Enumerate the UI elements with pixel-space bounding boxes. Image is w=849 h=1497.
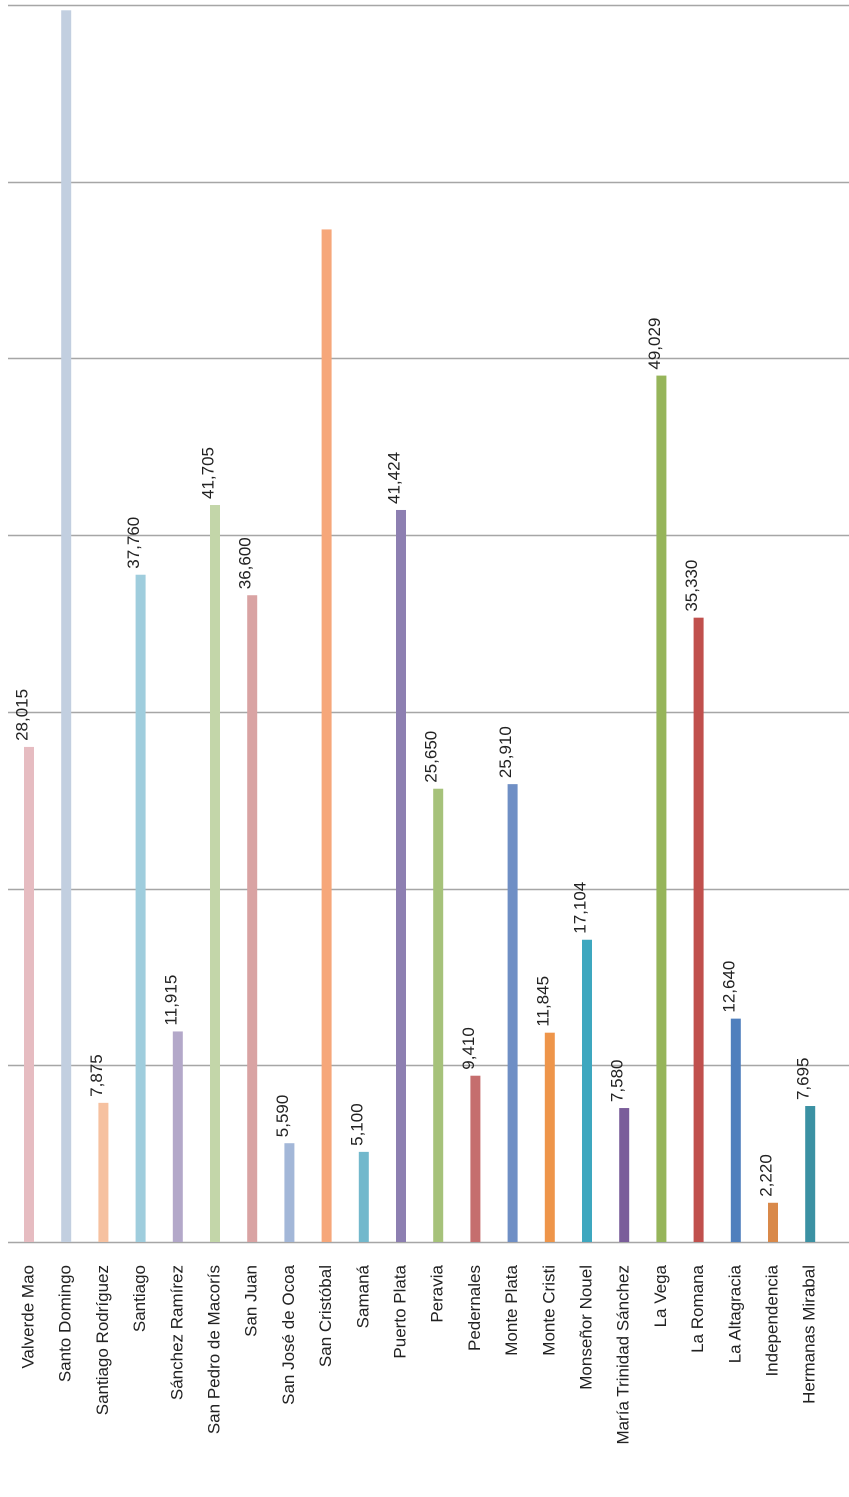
data-label: 9,410 — [459, 1027, 478, 1070]
category-label: La Vega — [651, 1264, 670, 1327]
category-label: Santo Domingo — [56, 1265, 75, 1382]
data-label: 11,845 — [533, 976, 552, 1027]
category-label: San Cristóbal — [316, 1265, 335, 1367]
category-label: Santiago — [130, 1265, 149, 1332]
category-labels: Valverde Mao Santo Domingo Santiago Rodríg… — [18, 1264, 818, 1444]
category-label: San Pedro de Macorís — [204, 1265, 223, 1434]
bar — [135, 574, 146, 1242]
data-label: 35,330 — [682, 560, 701, 612]
category-label: Monte Plata — [502, 1264, 521, 1355]
gridlines — [8, 4, 849, 1244]
data-label: 41,424 — [384, 452, 403, 504]
category-label: San Juan — [242, 1265, 261, 1337]
data-label: 11,915 — [161, 975, 180, 1026]
bar — [358, 1151, 369, 1242]
data-label: 25,910 — [496, 726, 515, 778]
bar — [619, 1108, 630, 1242]
category-label: Santiago Rodríguez — [93, 1265, 112, 1415]
data-label: 2,220 — [756, 1154, 775, 1197]
bar — [582, 939, 592, 1242]
bar — [61, 10, 72, 1243]
bar — [693, 617, 704, 1242]
category-label: La Altagracia — [725, 1264, 744, 1363]
bar — [805, 1106, 816, 1242]
bar — [98, 1102, 109, 1242]
data-label: 7,695 — [794, 1057, 813, 1100]
data-label: 12,640 — [719, 961, 738, 1013]
bar — [656, 375, 667, 1242]
data-label: 7,875 — [87, 1054, 106, 1097]
category-label: Puerto Plata — [390, 1264, 409, 1358]
data-label: 37,760 — [124, 517, 143, 569]
data-label: 17,104 — [570, 882, 589, 934]
category-label: Independencia — [762, 1264, 781, 1376]
bar — [768, 1202, 778, 1242]
category-label: Sánchez Ramírez — [167, 1265, 186, 1400]
category-label: La Romana — [688, 1264, 707, 1352]
data-label: 5,100 — [347, 1103, 366, 1146]
bars — [24, 10, 816, 1243]
bar — [544, 1032, 555, 1242]
data-label: 49,029 — [645, 318, 664, 370]
category-label: Hermanas Mirabal — [800, 1265, 819, 1404]
bar — [284, 1143, 295, 1242]
category-label: Peravia — [428, 1264, 447, 1322]
bar — [470, 1075, 481, 1242]
data-label: 7,580 — [608, 1060, 627, 1103]
bar — [730, 1018, 741, 1242]
bar — [321, 229, 332, 1243]
data-label: 41,705 — [198, 447, 217, 499]
bar — [172, 1031, 183, 1242]
bar — [210, 505, 220, 1242]
data-label: 28,015 — [12, 689, 31, 741]
category-label: San José de Ocoa — [279, 1264, 298, 1404]
bar — [507, 784, 518, 1242]
bar — [24, 746, 34, 1242]
category-label: Pedernales — [465, 1265, 484, 1351]
bar — [396, 509, 406, 1242]
data-label: 36,600 — [236, 537, 255, 589]
category-label: Monte Cristi — [539, 1265, 558, 1356]
data-label: 5,590 — [273, 1095, 292, 1138]
category-label: Monseñor Nouel — [576, 1265, 595, 1390]
bar — [433, 788, 444, 1242]
data-label: 25,650 — [422, 731, 441, 783]
category-label: María Trinidad Sánchez — [614, 1265, 633, 1445]
category-label: Valverde Mao — [18, 1265, 37, 1369]
data-labels: 28,015 7,875 37,760 11,915 41,705 36,600 5,590… — [12, 318, 812, 1197]
category-label: Samaná — [353, 1264, 372, 1328]
bar — [247, 595, 258, 1242]
